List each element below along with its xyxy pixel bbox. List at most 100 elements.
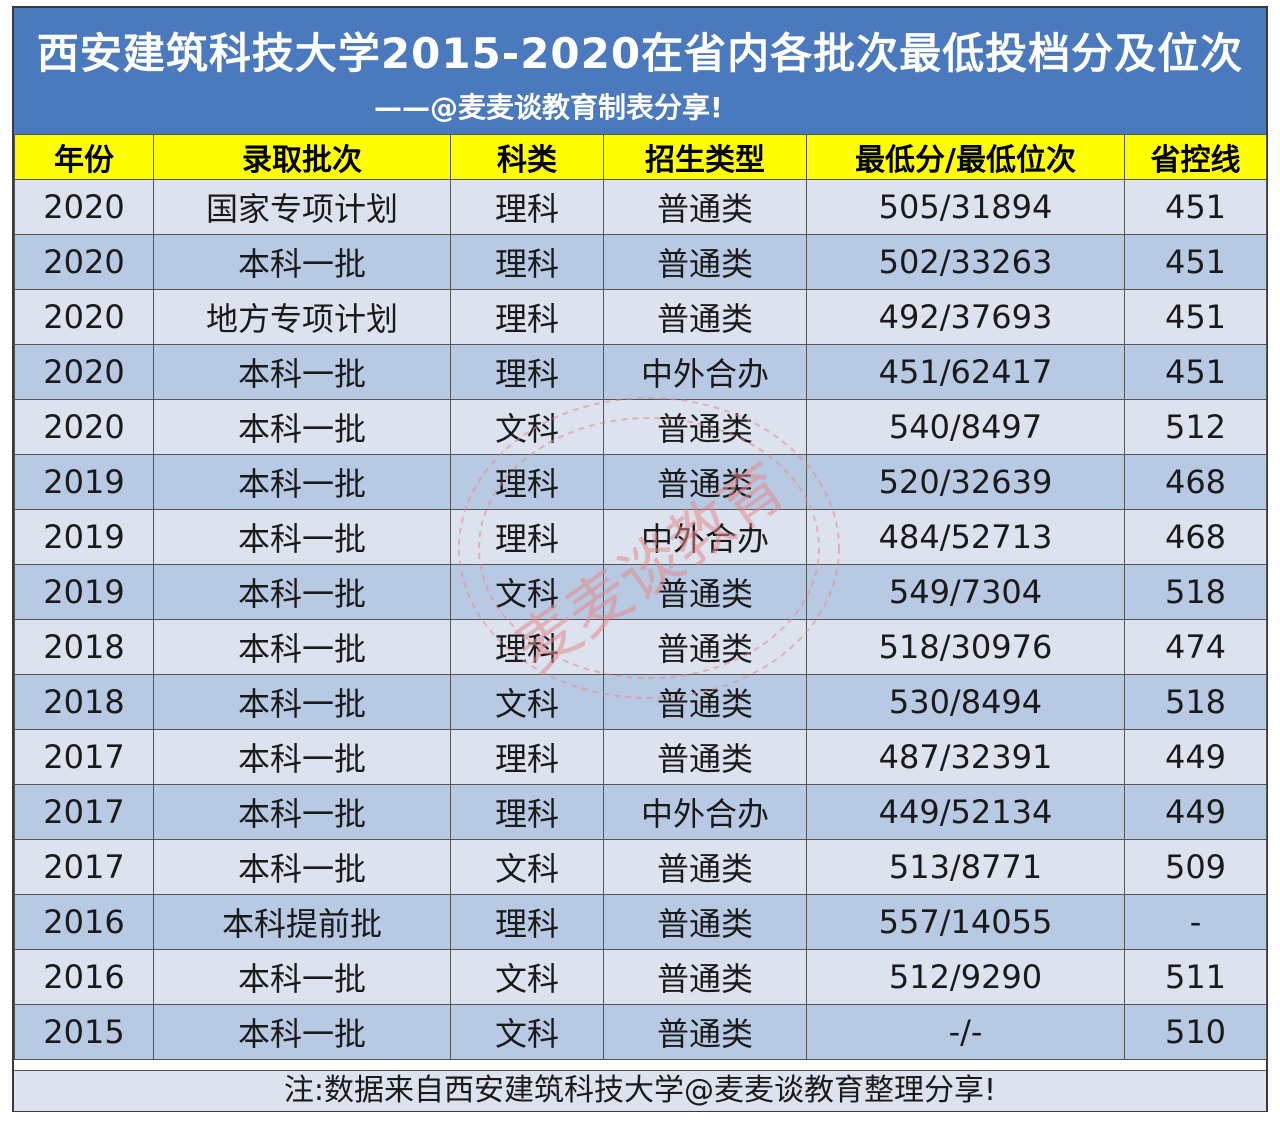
cell-control-line: - [1124,894,1267,950]
cell-batch: 本科一批 [153,839,451,895]
cell-control-line: 468 [1124,509,1267,565]
cell-year: 2019 [14,454,154,510]
cell-min-score-rank: 549/7304 [806,564,1125,620]
cell-min-score-rank: 484/52713 [806,509,1125,565]
cell-year: 2016 [14,894,154,950]
cell-batch: 本科一批 [153,344,451,400]
cell-enroll-type: 普通类 [603,289,807,345]
cell-control-line: 451 [1124,344,1267,400]
cell-control-line: 509 [1124,839,1267,895]
cell-subject: 理科 [450,509,604,565]
cell-subject: 理科 [450,179,604,235]
cell-subject: 文科 [450,564,604,620]
column-header-control-line: 省控线 [1124,134,1267,180]
table-row: 2017 本科一批 理科 普通类 487/32391 449 [14,729,1267,785]
cell-min-score-rank: 449/52134 [806,784,1125,840]
cell-min-score-rank: 512/9290 [806,949,1125,1005]
cell-year: 2017 [14,729,154,785]
column-header-min-score-rank: 最低分/最低位次 [806,134,1125,180]
cell-year: 2017 [14,784,154,840]
cell-year: 2019 [14,509,154,565]
table-row: 2017 本科一批 理科 中外合办 449/52134 449 [14,784,1267,840]
cell-year: 2018 [14,674,154,730]
cell-enroll-type: 普通类 [603,179,807,235]
cell-enroll-type: 普通类 [603,674,807,730]
table-body: 2020 国家专项计划 理科 普通类 505/31894 451 2020 本科一批 理科 普通类… [14,179,1267,1060]
cell-min-score-rank: 540/8497 [806,399,1125,455]
cell-year: 2019 [14,564,154,620]
table-row: 2020 本科一批 理科 中外合办 451/62417 451 [14,344,1267,400]
table-row: 2016 本科提前批 理科 普通类 557/14055- [14,894,1267,950]
cell-min-score-rank: 530/8494 [806,674,1125,730]
table-row: 2020 本科一批 理科 普通类 502/33263 451 [14,234,1267,290]
table-row: 2015 本科一批 文科 普通类 -/- 510 [14,1004,1267,1060]
document-frame: 西安建筑科技大学2015-2020在省内各批次最低投档分及位次 ——@麦麦谈教育… [12,6,1268,1112]
cell-control-line: 511 [1124,949,1267,1005]
cell-control-line: 449 [1124,729,1267,785]
cell-year: 2018 [14,619,154,675]
cell-batch: 本科一批 [153,674,451,730]
cell-enroll-type: 普通类 [603,894,807,950]
page-title: 西安建筑科技大学2015-2020在省内各批次最低投档分及位次 [36,29,1244,78]
cell-batch: 国家专项计划 [153,179,451,235]
table-row: 2018 本科一批 文科 普通类 530/8494 518 [14,674,1267,730]
cell-batch: 本科一批 [153,509,451,565]
cell-batch: 本科一批 [153,949,451,1005]
cell-subject: 文科 [450,1004,604,1060]
cell-control-line: 512 [1124,399,1267,455]
table-row: 2019 本科一批 理科 中外合办 484/52713 468 [14,509,1267,565]
cell-control-line: 468 [1124,454,1267,510]
cell-year: 2017 [14,839,154,895]
table-header-row: 年份 录取批次 科类 招生类型 最低分/最低位次 省控线 [14,134,1267,180]
cell-min-score-rank: 518/30976 [806,619,1125,675]
cell-min-score-rank: 513/8771 [806,839,1125,895]
cell-batch: 本科一批 [153,234,451,290]
cell-subject: 理科 [450,784,604,840]
cell-subject: 理科 [450,344,604,400]
cell-min-score-rank: 557/14055 [806,894,1125,950]
cell-enroll-type: 普通类 [603,454,807,510]
column-header-batch: 录取批次 [153,134,451,180]
table-row: 2020 地方专项计划 理科 普通类 492/37693 451 [14,289,1267,345]
footer-note: 注:数据来自西安建筑科技大学@麦麦谈教育整理分享! [14,1070,1266,1111]
cell-enroll-type: 普通类 [603,564,807,620]
cell-enroll-type: 中外合办 [603,509,807,565]
cell-batch: 本科一批 [153,564,451,620]
cell-enroll-type: 普通类 [603,619,807,675]
cell-enroll-type: 中外合办 [603,344,807,400]
column-header-subject: 科类 [450,134,604,180]
cell-year: 2020 [14,234,154,290]
cell-subject: 文科 [450,839,604,895]
cell-batch: 地方专项计划 [153,289,451,345]
cell-control-line: 510 [1124,1004,1267,1060]
cell-enroll-type: 普通类 [603,234,807,290]
cell-subject: 文科 [450,674,604,730]
cell-enroll-type: 普通类 [603,1004,807,1060]
cell-enroll-type: 普通类 [603,949,807,1005]
cell-min-score-rank: 502/33263 [806,234,1125,290]
cell-subject: 理科 [450,894,604,950]
table-row: 2020 国家专项计划 理科 普通类 505/31894 451 [14,179,1267,235]
cell-subject: 理科 [450,454,604,510]
cell-subject: 理科 [450,289,604,345]
column-header-year: 年份 [14,134,154,180]
cell-subject: 文科 [450,399,604,455]
table-row: 2020 本科一批 文科 普通类 540/8497 512 [14,399,1267,455]
cell-min-score-rank: 492/37693 [806,289,1125,345]
cell-enroll-type: 中外合办 [603,784,807,840]
table-row: 2016 本科一批 文科 普通类 512/9290 511 [14,949,1267,1005]
cell-min-score-rank: 451/62417 [806,344,1125,400]
table-row: 2018 本科一批 理科 普通类 518/30976 474 [14,619,1267,675]
cell-batch: 本科一批 [153,784,451,840]
table-row: 2017 本科一批 文科 普通类 513/8771 509 [14,839,1267,895]
cell-batch: 本科一批 [153,1004,451,1060]
cell-year: 2015 [14,1004,154,1060]
cell-year: 2016 [14,949,154,1005]
column-header-enroll-type: 招生类型 [603,134,807,180]
cell-min-score-rank: 505/31894 [806,179,1125,235]
cell-enroll-type: 普通类 [603,729,807,785]
cell-min-score-rank: 520/32639 [806,454,1125,510]
cell-min-score-rank: 487/32391 [806,729,1125,785]
cell-batch: 本科一批 [153,619,451,675]
admission-score-table: 年份 录取批次 科类 招生类型 最低分/最低位次 省控线 2020 国家专项计划理… [14,134,1267,1060]
